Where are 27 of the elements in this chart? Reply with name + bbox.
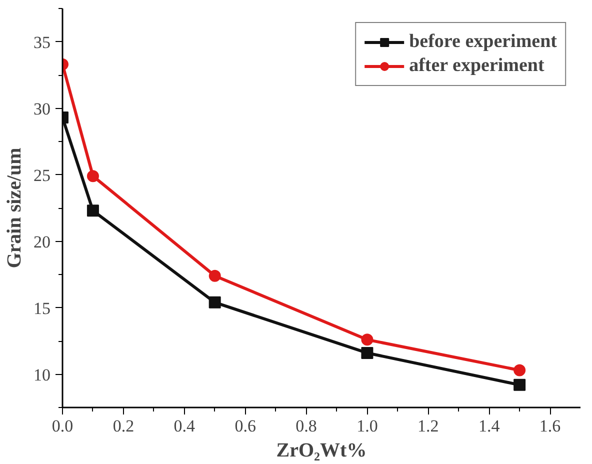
y-axis-title: Grain size/um	[4, 147, 26, 268]
point	[86, 204, 99, 217]
legend-label: after experiment	[409, 55, 544, 77]
x-tick-label: 1.4	[478, 416, 500, 436]
y-tick-label: 15	[34, 298, 50, 318]
y-tick-label: 35	[34, 32, 50, 52]
point	[208, 270, 221, 282]
point	[361, 334, 374, 346]
y-tick-label: 30	[34, 99, 50, 118]
x-tick-label: 0.0	[52, 416, 74, 436]
point	[514, 378, 526, 391]
x-tick-label: 1.0	[356, 416, 378, 436]
point	[361, 346, 374, 359]
x-tick-label: 0.6	[234, 416, 256, 436]
point	[86, 170, 99, 182]
legend-label: before experiment	[409, 31, 557, 53]
y-tick-label: 10	[34, 365, 50, 384]
y-tick-label: 20	[34, 232, 50, 252]
x-tick-label: 0.8	[296, 416, 317, 436]
point	[514, 364, 526, 376]
point	[208, 296, 221, 308]
y-tick-label: 25	[34, 166, 50, 185]
x-tick-label: 0.2	[112, 416, 134, 436]
x-tick-label: 1.6	[539, 416, 561, 436]
x-tick-label: 0.4	[174, 416, 196, 436]
x-tick-label: 1.2	[418, 416, 439, 436]
x-axis-title: ZrO₂Wt%	[276, 440, 367, 462]
